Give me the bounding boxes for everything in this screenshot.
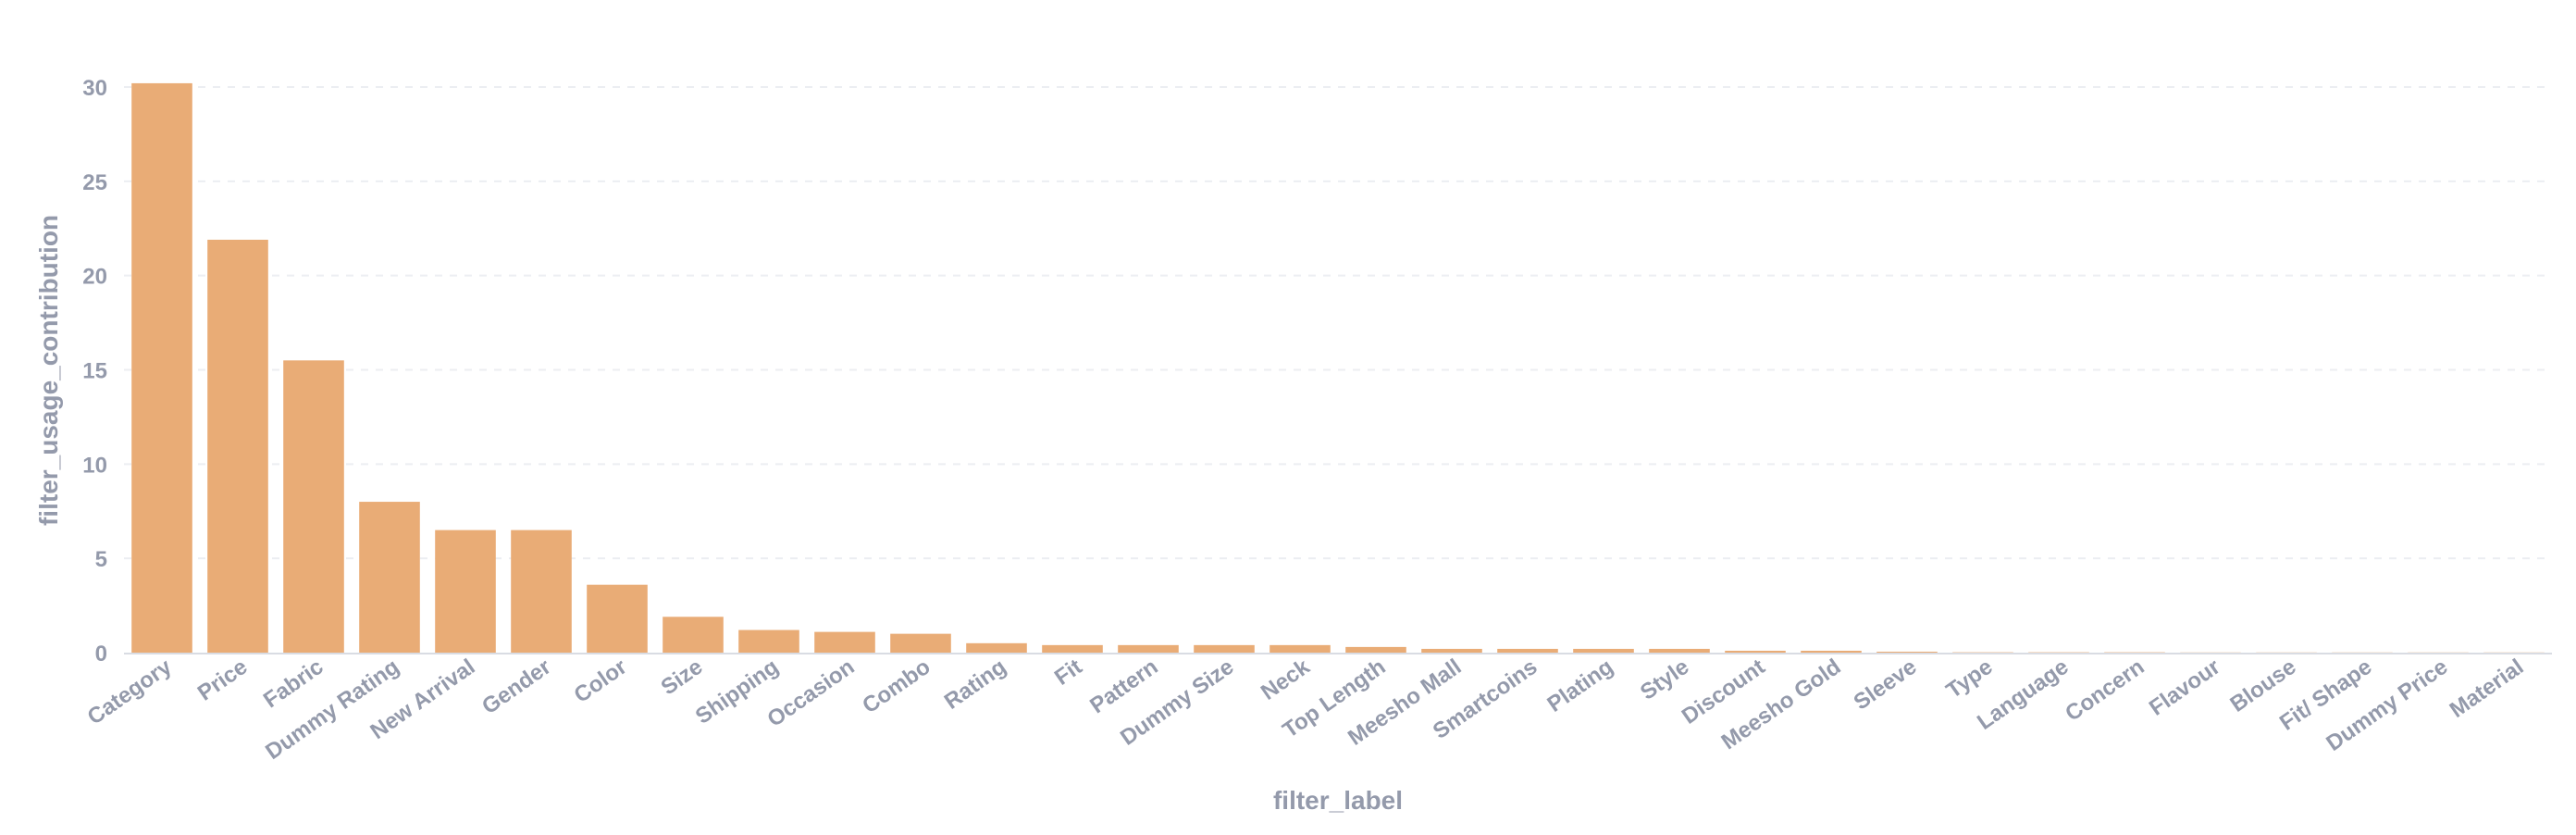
y-tick-label: 0 xyxy=(95,642,107,667)
x-tick-label: Dummy Rating xyxy=(261,654,403,765)
bar[interactable] xyxy=(890,633,951,653)
bar[interactable] xyxy=(1876,651,1938,653)
x-tick-label: Fit xyxy=(1050,654,1087,691)
x-tick-label: Price xyxy=(193,654,253,706)
y-axis-title: filter_usage_contribution xyxy=(34,215,63,526)
y-tick-label: 30 xyxy=(82,76,107,101)
bar[interactable] xyxy=(435,530,496,653)
gridlines xyxy=(124,86,2552,560)
x-tick-label: Style xyxy=(1636,654,1693,705)
x-tick-label: Color xyxy=(570,654,632,708)
bar[interactable] xyxy=(663,617,724,653)
bar[interactable] xyxy=(587,584,648,653)
x-tick-label: Size xyxy=(657,654,708,701)
y-tick-label: 20 xyxy=(82,265,107,290)
x-tick-label: Combo xyxy=(858,654,935,719)
bar[interactable] xyxy=(814,631,875,653)
x-tick-label: Plating xyxy=(1542,654,1617,717)
x-axis-title: filter_label xyxy=(1273,786,1403,815)
x-tick-label: Type xyxy=(1942,654,1998,704)
x-tick-label: Material xyxy=(2446,654,2529,723)
x-tick-label: Gender xyxy=(477,654,555,719)
bar[interactable] xyxy=(1497,648,1558,653)
bar[interactable] xyxy=(966,642,1027,653)
bar[interactable] xyxy=(1649,648,1710,653)
y-tick-label: 25 xyxy=(82,170,107,195)
bar[interactable] xyxy=(1573,648,1634,653)
y-tick-label: 15 xyxy=(82,359,107,384)
bar[interactable] xyxy=(1194,644,1255,653)
bar[interactable] xyxy=(283,360,344,653)
bar[interactable] xyxy=(511,530,572,653)
bar[interactable] xyxy=(131,82,192,654)
x-tick-label: Neck xyxy=(1257,654,1315,704)
x-tick-label: Flavour xyxy=(2145,654,2224,721)
y-tick-label: 5 xyxy=(95,547,107,572)
bar[interactable] xyxy=(1725,650,1786,653)
x-tick-label: Occasion xyxy=(762,654,859,732)
bars xyxy=(131,82,2545,654)
bar[interactable] xyxy=(738,629,799,653)
bar[interactable] xyxy=(1801,650,1862,653)
x-tick-label: Rating xyxy=(940,654,1011,715)
y-tick-label: 10 xyxy=(82,453,107,478)
x-tick-label: Sleeve xyxy=(1850,654,1922,716)
bar[interactable] xyxy=(359,502,420,653)
bar[interactable] xyxy=(1269,644,1331,653)
x-tick-label: Concern xyxy=(2061,654,2149,727)
bar[interactable] xyxy=(1042,644,1103,653)
y-tick-labels: 0 5 10 15 20 25 30 xyxy=(82,76,107,667)
bar[interactable] xyxy=(1118,644,1179,653)
bar[interactable] xyxy=(1345,646,1406,653)
bar[interactable] xyxy=(207,239,268,653)
bar[interactable] xyxy=(1421,648,1482,653)
